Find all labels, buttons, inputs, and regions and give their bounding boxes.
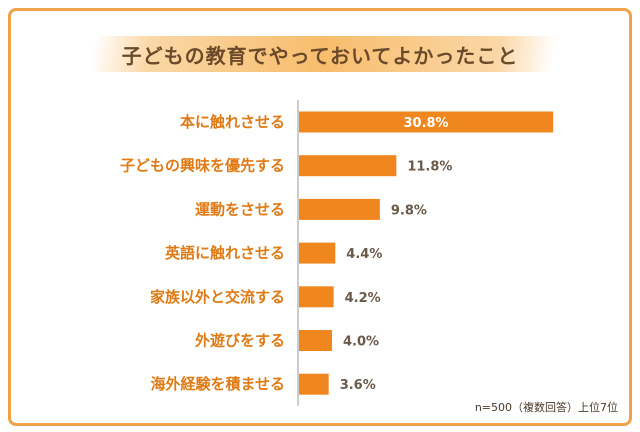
value-label: 11.8% — [407, 160, 452, 175]
bar — [299, 286, 334, 308]
bar — [299, 242, 336, 264]
bar — [299, 111, 554, 133]
bar — [299, 155, 397, 177]
category-label: 子どもの興味を優先する — [120, 157, 285, 175]
value-label: 4.4% — [346, 247, 382, 262]
category-label: 外遊びをする — [194, 332, 285, 350]
bar — [299, 198, 380, 220]
value-label: 9.8% — [391, 203, 427, 218]
chart-title: 子どもの教育でやっておいてよかったこと — [121, 44, 519, 68]
value-label: 4.2% — [345, 291, 381, 306]
category-label: 家族以外と交流する — [150, 288, 285, 306]
bar — [299, 373, 329, 395]
category-label: 本に触れさせる — [180, 113, 285, 131]
category-label: 運動をさせる — [195, 200, 285, 218]
category-label: 英語に触れさせる — [165, 244, 285, 262]
bar — [299, 330, 332, 351]
value-label: 4.0% — [343, 335, 379, 350]
value-label: 3.6% — [340, 378, 376, 393]
sample-note: n=500（複数回答）上位7位 — [474, 401, 618, 414]
category-label: 海外経験を積ませる — [150, 375, 285, 393]
value-label: 30.8% — [403, 116, 448, 131]
